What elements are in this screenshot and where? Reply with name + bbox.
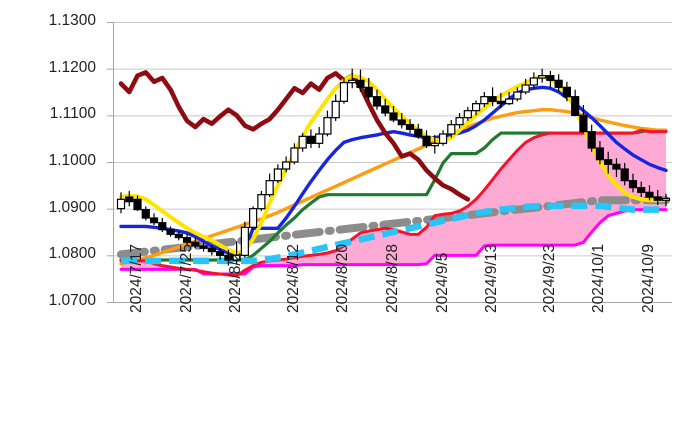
- candle-body: [505, 98, 514, 105]
- candle-body: [182, 237, 192, 243]
- candle-body: [133, 198, 142, 211]
- candle-body: [562, 86, 572, 98]
- candle-body: [422, 135, 431, 147]
- x-axis-tick-label: 2024/10/9: [639, 244, 657, 313]
- candle-body: [405, 124, 415, 130]
- candle-body: [199, 245, 208, 249]
- y-axis-tick-label: 1.1100: [49, 105, 96, 123]
- x-axis-tick-label: 2024/8/28: [383, 244, 401, 313]
- candle-body: [430, 142, 439, 147]
- candle-body: [141, 209, 150, 219]
- x-axis-tick-label: 2024/8/2: [227, 252, 245, 313]
- candle-body: [661, 197, 671, 201]
- candle-body: [538, 75, 547, 79]
- candle-body: [389, 112, 398, 121]
- candle-body: [116, 198, 126, 210]
- candle-body: [348, 79, 357, 84]
- x-axis-tick-label: 2024/9/23: [540, 244, 558, 313]
- candle-body: [249, 208, 258, 228]
- candle-body: [587, 131, 596, 149]
- candle-body: [315, 133, 324, 144]
- x-axis-tick-label: 2024/7/17: [128, 244, 145, 313]
- candle-body: [257, 194, 266, 210]
- candle-body: [306, 135, 316, 144]
- candle-body: [513, 91, 522, 100]
- candle-body: [554, 79, 563, 88]
- candle-body: [149, 217, 159, 224]
- candle-body: [463, 110, 472, 119]
- x-axis-tick-label: 2024/9/5: [433, 252, 451, 313]
- candle-body: [215, 251, 225, 256]
- candle-body: [653, 196, 662, 201]
- candle-body: [282, 161, 291, 170]
- y-axis-tick-label: 1.0700: [48, 292, 96, 309]
- candlestick-series: [116, 68, 671, 266]
- candle-body: [447, 124, 456, 135]
- x-axis-tick-label: 2024/7/25: [177, 244, 195, 313]
- candle-body: [273, 168, 282, 182]
- x-axis-tick-label: 2024/10/1: [590, 244, 608, 313]
- cyan-dashed-line: [121, 202, 666, 265]
- candle-body: [224, 254, 233, 261]
- candle-body: [496, 100, 505, 105]
- band-fill-area: [121, 130, 666, 276]
- candle-body: [571, 96, 580, 116]
- candle-body: [612, 163, 621, 170]
- x-axis-tick-label: 2024/9/13: [483, 244, 501, 313]
- candle-body: [356, 79, 365, 88]
- candle-body: [620, 168, 629, 182]
- x-axis-tick-label: 2024/8/12: [284, 244, 302, 313]
- candle-body: [546, 75, 555, 81]
- y-axis-tick-label: 1.1000: [48, 152, 96, 169]
- y-axis-tick-label: 1.0800: [48, 245, 96, 263]
- y-axis-tick-label: 1.1300: [48, 12, 96, 29]
- candle-body: [166, 229, 175, 235]
- candle-body: [331, 100, 340, 119]
- candle-body: [372, 96, 382, 107]
- candle-body: [232, 254, 241, 261]
- candle-body: [174, 233, 183, 239]
- candle-body: [480, 96, 489, 105]
- candle-body: [521, 84, 530, 93]
- candle-body: [397, 119, 406, 126]
- candle-body: [595, 147, 605, 161]
- candle-body: [455, 117, 464, 126]
- candle-body: [298, 135, 307, 149]
- candle-body: [529, 77, 538, 86]
- candle-body: [579, 114, 588, 133]
- candle-body: [645, 191, 654, 198]
- candle-body: [471, 103, 481, 112]
- candle-body: [339, 82, 349, 102]
- candle-body: [637, 187, 646, 193]
- candle-body: [381, 105, 390, 114]
- candle-body: [290, 147, 299, 163]
- darkred-line: [118, 70, 471, 202]
- candle-body: [125, 196, 134, 203]
- candle-body: [414, 128, 423, 137]
- candle-body: [158, 222, 167, 231]
- candle-body: [604, 159, 613, 165]
- candle-body: [191, 241, 200, 247]
- candle-body: [207, 247, 216, 253]
- y-axis-tick-label: 1.0900: [48, 198, 96, 216]
- x-axis-tick-label: 2024/8/20: [334, 244, 352, 313]
- candle-body: [488, 96, 497, 102]
- candle-body: [265, 180, 274, 196]
- candle-body: [628, 180, 638, 189]
- y-axis-tick-label: 1.1200: [48, 58, 96, 76]
- candle-body: [364, 86, 373, 98]
- candle-body: [323, 117, 332, 135]
- candle-body: [438, 133, 448, 144]
- candle-body: [240, 226, 249, 256]
